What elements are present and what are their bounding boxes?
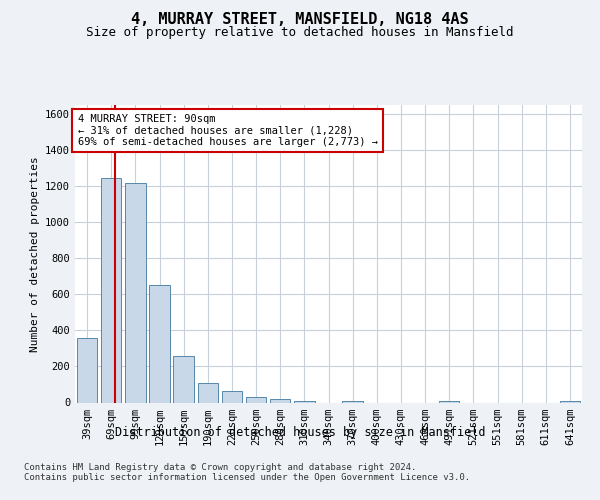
Text: Distribution of detached houses by size in Mansfield: Distribution of detached houses by size …: [115, 426, 485, 439]
Text: 4 MURRAY STREET: 90sqm
← 31% of detached houses are smaller (1,228)
69% of semi-: 4 MURRAY STREET: 90sqm ← 31% of detached…: [77, 114, 377, 147]
Bar: [560, 400, 580, 402]
Text: Contains HM Land Registry data © Crown copyright and database right 2024.
Contai: Contains HM Land Registry data © Crown c…: [24, 462, 470, 482]
Bar: [197, 382, 218, 402]
Bar: [149, 286, 170, 403]
Bar: [101, 178, 121, 402]
Bar: [221, 391, 242, 402]
Bar: [125, 184, 146, 402]
Bar: [173, 356, 194, 403]
Bar: [270, 399, 290, 402]
Bar: [294, 400, 314, 402]
Bar: [77, 338, 97, 402]
Y-axis label: Number of detached properties: Number of detached properties: [29, 156, 40, 352]
Bar: [246, 397, 266, 402]
Bar: [343, 400, 363, 402]
Bar: [439, 400, 460, 402]
Text: 4, MURRAY STREET, MANSFIELD, NG18 4AS: 4, MURRAY STREET, MANSFIELD, NG18 4AS: [131, 12, 469, 28]
Text: Size of property relative to detached houses in Mansfield: Size of property relative to detached ho…: [86, 26, 514, 39]
